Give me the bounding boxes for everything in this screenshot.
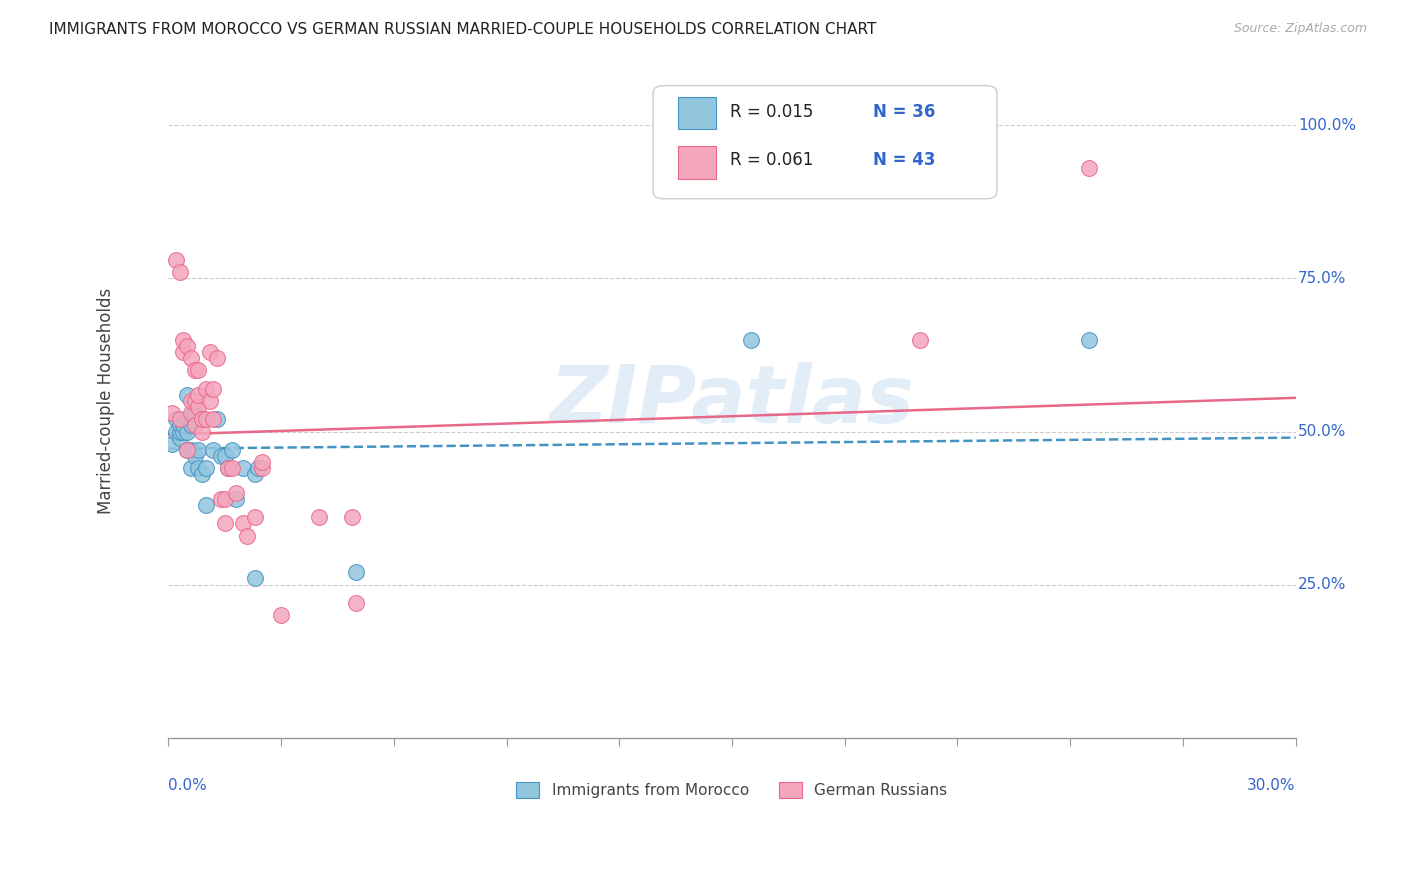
Point (194, 461, 217, 475)
Point (270, 608, 292, 623)
Point (344, 566, 367, 580)
Point (183, 363, 205, 377)
Point (176, 412, 198, 426)
Point (236, 528, 259, 542)
Point (165, 412, 187, 426)
Point (225, 491, 247, 506)
Point (183, 449, 205, 463)
Point (202, 442, 225, 457)
Point (169, 418, 191, 433)
Point (176, 442, 198, 457)
Text: IMMIGRANTS FROM MOROCCO VS GERMAN RUSSIAN MARRIED-COUPLE HOUSEHOLDS CORRELATION : IMMIGRANTS FROM MOROCCO VS GERMAN RUSSIA… (49, 22, 876, 37)
Point (214, 449, 236, 463)
Point (176, 388, 198, 402)
Point (202, 382, 225, 396)
Point (217, 461, 239, 475)
Point (740, 333, 762, 347)
Point (194, 382, 217, 396)
Text: R = 0.015: R = 0.015 (730, 103, 813, 121)
Point (191, 425, 214, 439)
Point (176, 442, 198, 457)
Point (198, 345, 221, 359)
Point (160, 406, 183, 420)
Text: ZIPatlas: ZIPatlas (550, 362, 914, 440)
Point (187, 388, 209, 402)
Point (209, 449, 232, 463)
Point (221, 442, 243, 457)
Point (1078, 161, 1101, 176)
Point (217, 461, 239, 475)
FancyBboxPatch shape (652, 86, 997, 199)
Point (194, 498, 217, 512)
Point (180, 351, 202, 365)
Point (191, 467, 214, 482)
Point (187, 442, 209, 457)
Text: 25.0%: 25.0% (1298, 577, 1347, 592)
Text: N = 36: N = 36 (873, 103, 935, 121)
Legend: Immigrants from Morocco, German Russians: Immigrants from Morocco, German Russians (510, 776, 953, 805)
Point (169, 425, 191, 439)
Text: R = 0.061: R = 0.061 (730, 152, 813, 169)
Text: 50.0%: 50.0% (1298, 424, 1347, 439)
Point (187, 461, 209, 475)
Point (908, 333, 931, 347)
Point (183, 418, 205, 433)
Point (172, 333, 194, 347)
Point (232, 461, 254, 475)
Point (232, 516, 254, 531)
Point (202, 412, 225, 426)
Point (172, 345, 194, 359)
Point (176, 339, 198, 353)
Point (191, 412, 214, 426)
Point (344, 596, 367, 610)
Point (180, 406, 202, 420)
Point (180, 393, 202, 408)
Point (176, 425, 198, 439)
Point (169, 265, 191, 279)
FancyBboxPatch shape (678, 146, 716, 178)
Point (169, 431, 191, 445)
Point (172, 425, 194, 439)
Point (205, 351, 228, 365)
FancyBboxPatch shape (678, 97, 716, 129)
Point (187, 400, 209, 414)
Point (243, 467, 266, 482)
Text: N = 43: N = 43 (873, 152, 935, 169)
Text: Source: ZipAtlas.com: Source: ZipAtlas.com (1233, 22, 1367, 36)
Text: 75.0%: 75.0% (1298, 271, 1347, 286)
Point (160, 436, 183, 450)
Point (194, 412, 217, 426)
Point (165, 425, 187, 439)
Text: 0.0%: 0.0% (169, 778, 207, 793)
Point (180, 461, 202, 475)
Text: 100.0%: 100.0% (1298, 118, 1355, 133)
Point (308, 510, 330, 524)
Point (243, 572, 266, 586)
Point (209, 491, 232, 506)
Point (169, 412, 191, 426)
Point (342, 510, 364, 524)
Point (214, 516, 236, 531)
Point (183, 406, 205, 420)
Point (172, 418, 194, 433)
Point (183, 393, 205, 408)
Point (205, 412, 228, 426)
Point (165, 253, 187, 268)
Point (1078, 333, 1101, 347)
Point (225, 485, 247, 500)
Point (221, 461, 243, 475)
Point (187, 363, 209, 377)
Point (180, 418, 202, 433)
Point (198, 393, 221, 408)
Point (252, 461, 274, 475)
Text: 30.0%: 30.0% (1247, 778, 1296, 793)
Point (243, 510, 266, 524)
Text: Married-couple Households: Married-couple Households (97, 288, 115, 514)
Point (214, 491, 236, 506)
Point (247, 461, 270, 475)
Point (252, 455, 274, 469)
Point (180, 442, 202, 457)
